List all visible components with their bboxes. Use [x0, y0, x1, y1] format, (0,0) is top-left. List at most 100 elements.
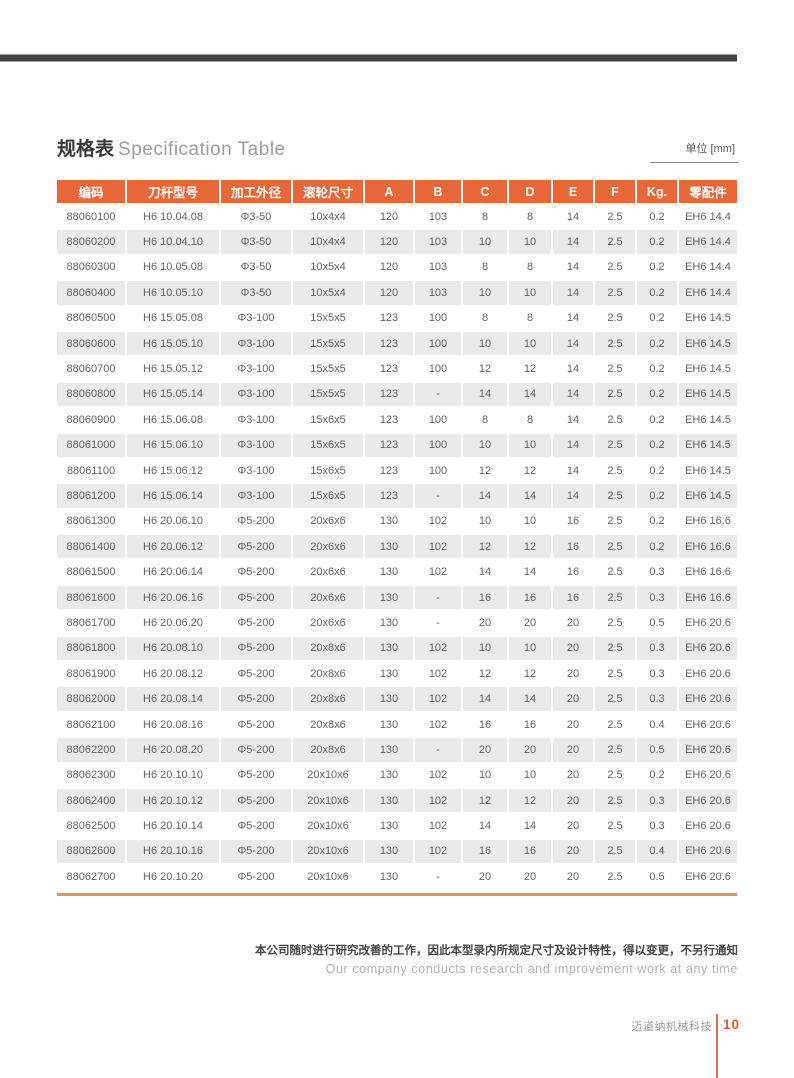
spec-cell: EH6 14.4 — [679, 205, 737, 229]
spec-cell: 14 — [509, 484, 551, 508]
spec-cell: 123 — [365, 433, 413, 457]
spec-cell: 10 — [463, 281, 507, 305]
spec-col-header: 刀杆型号 — [127, 180, 219, 203]
spec-cell: 2.5 — [595, 560, 635, 584]
spec-cell: 0.5 — [637, 865, 677, 889]
spec-cell: 14 — [553, 458, 593, 483]
spec-cell: 2.5 — [595, 611, 635, 635]
spec-cell: 100 — [415, 408, 461, 432]
spec-cell: Φ3-100 — [221, 382, 291, 407]
spec-row: 88062400 H6 20.10.12 Φ5-200 20x10x6 130 102 12… — [57, 788, 737, 813]
spec-cell: 0.4 — [637, 839, 677, 864]
spec-cell: Φ5-200 — [221, 865, 291, 889]
spec-cell: - — [415, 484, 461, 508]
spec-cell: 16 — [463, 839, 507, 864]
spec-cell: 16 — [553, 509, 593, 534]
spec-cell: Φ5-200 — [221, 611, 291, 635]
spec-cell: 123 — [365, 458, 413, 483]
spec-cell: 10 — [509, 763, 551, 787]
spec-cell: 102 — [415, 560, 461, 584]
disclaimer-zh: 本公司随时进行研究改善的工作，因此本型录内所规定尺寸及设计特性，得以变更，不另行… — [255, 945, 738, 957]
spec-cell: 123 — [365, 382, 413, 407]
page-number: 10 — [723, 1017, 741, 1032]
spec-row: 88060600 H6 15.05.10 Φ3-100 15x5x5 123 100 10 1… — [57, 331, 737, 356]
spec-cell: EH6 16.6 — [679, 509, 737, 534]
spec-cell: EH6 20.6 — [679, 687, 737, 711]
spec-cell: 88060400 — [57, 281, 125, 305]
spec-cell: Φ5-200 — [221, 560, 291, 584]
spec-cell: 8 — [463, 408, 507, 432]
spec-cell: 15x5x5 — [293, 382, 363, 407]
spec-cell: 88060600 — [57, 331, 125, 356]
spec-cell: 102 — [415, 535, 461, 559]
spec-cell: 10 — [463, 331, 507, 356]
spec-row: 88061200 H6 15.06.14 Φ3-100 15x6x5 123-14 14 1… — [57, 484, 737, 508]
spec-cell: 0.3 — [637, 585, 677, 610]
spec-cell: EH6 20.6 — [679, 662, 737, 686]
spec-cell: 20x10x6 — [293, 788, 363, 813]
spec-cell: EH6 16.6 — [679, 535, 737, 559]
spec-cell: H6 20.08.16 — [127, 712, 219, 737]
spec-cell: EH6 20.6 — [679, 712, 737, 737]
spec-cell: 102 — [415, 763, 461, 787]
spec-cell: 14 — [509, 814, 551, 838]
spec-row: 88061600 H6 20.06.16 Φ5-200 20x6x6 130-16 16 1… — [57, 585, 737, 610]
spec-cell: Φ3-50 — [221, 230, 291, 254]
spec-cell: 20x6x6 — [293, 535, 363, 559]
spec-cell: 100 — [415, 433, 461, 457]
spec-cell: 14 — [463, 687, 507, 711]
spec-cell: H6 15.05.08 — [127, 306, 219, 330]
spec-cell: 123 — [365, 408, 413, 432]
spec-cell: 0.5 — [637, 738, 677, 762]
company-name: 迈道纳机械科技 — [631, 1021, 712, 1033]
spec-col-header: 滚轮尺寸 — [293, 180, 363, 203]
spec-cell: 102 — [415, 814, 461, 838]
spec-row: 88061300 H6 20.06.10 Φ5-200 20x6x6 130 102 10 1… — [57, 509, 737, 534]
spec-cell: 20 — [553, 611, 593, 635]
spec-cell: 20 — [509, 865, 551, 889]
spec-cell: 16 — [509, 585, 551, 610]
spec-cell: H6 10.04.08 — [127, 205, 219, 229]
spec-cell: 102 — [415, 662, 461, 686]
spec-cell: H6 15.05.14 — [127, 382, 219, 407]
spec-cell: 130 — [365, 814, 413, 838]
spec-cell: 130 — [365, 788, 413, 813]
spec-cell: 2.5 — [595, 382, 635, 407]
spec-cell: 14 — [463, 814, 507, 838]
spec-row: 88062300 H6 20.10.10 Φ5-200 20x10x6 130 102 10… — [57, 763, 737, 787]
spec-cell: 0.2 — [637, 230, 677, 254]
spec-cell: 10 — [509, 281, 551, 305]
spec-cell: Φ5-200 — [221, 585, 291, 610]
spec-cell: Φ3-100 — [221, 408, 291, 432]
spec-cell: Φ3-50 — [221, 281, 291, 305]
spec-cell: EH6 16.6 — [679, 560, 737, 584]
spec-col-header: B — [415, 180, 461, 203]
spec-cell: Φ3-100 — [221, 458, 291, 483]
spec-cell: 2.5 — [595, 662, 635, 686]
spec-cell: 88062200 — [57, 738, 125, 762]
spec-cell: 102 — [415, 636, 461, 661]
spec-cell: 8 — [509, 205, 551, 229]
spec-cell: 2.5 — [595, 255, 635, 280]
spec-cell: 130 — [365, 560, 413, 584]
spec-cell: H6 20.06.16 — [127, 585, 219, 610]
spec-row: 88062000 H6 20.08.14 Φ5-200 20x8x6 130 102 14 1… — [57, 687, 737, 711]
spec-cell: H6 20.10.16 — [127, 839, 219, 864]
spec-col-header: D — [509, 180, 551, 203]
spec-cell: 20 — [553, 839, 593, 864]
spec-cell: 8 — [463, 255, 507, 280]
spec-cell: 0.2 — [637, 306, 677, 330]
spec-cell: 14 — [553, 408, 593, 432]
spec-cell: 103 — [415, 281, 461, 305]
spec-cell: EH6 20.6 — [679, 788, 737, 813]
spec-cell: 2.5 — [595, 433, 635, 457]
spec-cell: 15x5x5 — [293, 357, 363, 381]
spec-cell: H6 20.10.10 — [127, 763, 219, 787]
spec-row: 88061900 H6 20.08.12 Φ5-200 20x8x6 130 102 12 1… — [57, 662, 737, 686]
spec-cell: Φ5-200 — [221, 839, 291, 864]
spec-cell: 2.5 — [595, 509, 635, 534]
spec-cell: 88060200 — [57, 230, 125, 254]
spec-cell: 88062000 — [57, 687, 125, 711]
spec-cell: 102 — [415, 788, 461, 813]
spec-cell: 88060800 — [57, 382, 125, 407]
